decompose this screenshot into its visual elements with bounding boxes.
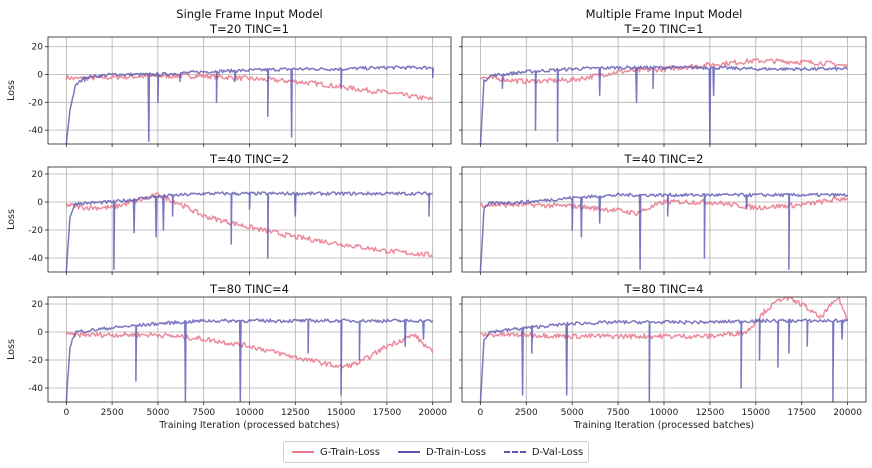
- x-tick-label: 5000: [561, 408, 584, 418]
- x-tick-label: 5000: [146, 408, 169, 418]
- x-tick-label: 15000: [741, 408, 770, 418]
- d-val-swatch: [503, 451, 526, 453]
- y-tick-label: -20: [28, 356, 43, 366]
- subplot-frame: [461, 166, 867, 273]
- x-tick-label: 17500: [373, 408, 402, 418]
- subplot-title: T=40 TINC=2: [209, 152, 289, 166]
- legend-label: G-Train-Loss: [320, 446, 380, 458]
- column-title-multiple-frame: Multiple Frame Input Model: [586, 7, 743, 21]
- x-tick-label: 17500: [787, 408, 816, 418]
- y-tick-label: 0: [37, 198, 43, 208]
- y-tick-label: -20: [28, 98, 43, 108]
- y-axis-label: Loss: [6, 80, 17, 101]
- x-tick-label: 2500: [515, 408, 538, 418]
- legend: G-Train-Loss D-Train-Loss D-Val-Loss: [283, 441, 589, 463]
- d-train-loss-line: [479, 318, 849, 402]
- x-tick-label: 0: [477, 408, 483, 418]
- y-tick-label: -40: [28, 254, 43, 264]
- x-tick-label: 12500: [281, 408, 310, 418]
- d-train-loss-line: [65, 191, 433, 272]
- legend-label: D-Train-Loss: [425, 446, 486, 458]
- y-tick-label: 20: [32, 170, 44, 180]
- y-tick-label: -40: [28, 384, 43, 394]
- subplot-title: T=80 TINC=4: [209, 282, 289, 296]
- subplot-title: T=40 TINC=2: [624, 152, 704, 166]
- d-train-swatch: [397, 451, 420, 453]
- subplot-title: T=20 TINC=1: [209, 22, 289, 36]
- y-tick-label: 20: [32, 300, 44, 310]
- x-tick-label: 12500: [696, 408, 725, 418]
- g-train-loss-line: [479, 196, 848, 217]
- y-tick-label: -40: [28, 126, 43, 136]
- x-tick-label: 7500: [192, 408, 215, 418]
- d-train-loss-line: [479, 192, 849, 272]
- legend-label: D-Val-Loss: [531, 446, 584, 458]
- subplot-frame: [47, 296, 452, 403]
- g-train-swatch: [292, 451, 314, 453]
- x-tick-label: 10000: [235, 408, 264, 418]
- x-axis-label: Training Iteration (processed batches): [158, 420, 339, 431]
- subplot-frame: [461, 36, 867, 145]
- subplot-title: T=20 TINC=1: [624, 22, 704, 36]
- d-train-loss-line: [65, 318, 434, 402]
- d-train-loss-line: [65, 65, 435, 144]
- g-train-loss-line: [65, 72, 434, 101]
- legend-item-d-train: D-Train-Loss: [397, 446, 486, 458]
- x-tick-label: 20000: [418, 408, 447, 418]
- y-axis-label: Loss: [6, 209, 17, 230]
- x-tick-label: 20000: [833, 408, 862, 418]
- x-axis-label: Training Iteration (processed batches): [573, 420, 754, 431]
- subplot-frame: [461, 296, 867, 403]
- y-tick-label: 0: [37, 328, 43, 338]
- x-tick-label: 2500: [101, 408, 124, 418]
- column-title-single-frame: Single Frame Input Model: [176, 7, 322, 21]
- x-tick-label: 7500: [607, 408, 630, 418]
- legend-item-d-val: D-Val-Loss: [503, 446, 584, 458]
- subplot-frame: [47, 166, 452, 273]
- legend-item-g-train: G-Train-Loss: [292, 447, 380, 458]
- subplot-frame: [47, 36, 452, 145]
- subplot-title: T=80 TINC=4: [624, 282, 704, 296]
- g-train-loss-line: [65, 331, 434, 369]
- x-tick-label: 0: [63, 408, 69, 418]
- d-train-loss-line: [479, 65, 848, 144]
- y-tick-label: -20: [28, 226, 43, 236]
- y-tick-label: 0: [37, 71, 43, 81]
- y-axis-label: Loss: [6, 339, 17, 360]
- x-tick-label: 10000: [650, 408, 679, 418]
- x-tick-label: 15000: [327, 408, 356, 418]
- y-tick-label: 20: [32, 43, 44, 53]
